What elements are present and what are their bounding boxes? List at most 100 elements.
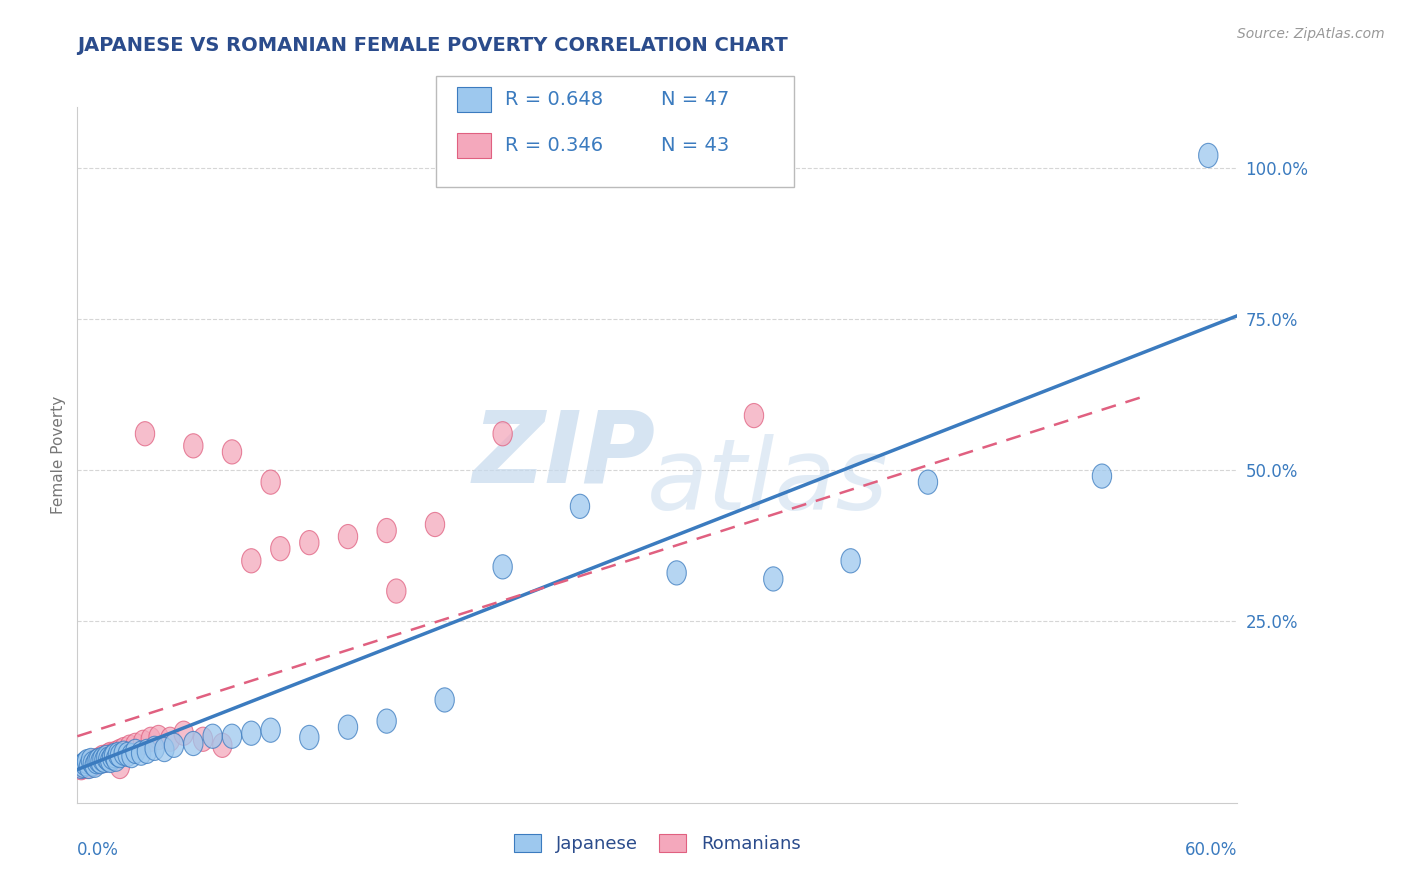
- Ellipse shape: [242, 549, 262, 573]
- Ellipse shape: [262, 470, 280, 494]
- Ellipse shape: [87, 748, 107, 772]
- Text: ZIP: ZIP: [472, 407, 657, 503]
- Text: Source: ZipAtlas.com: Source: ZipAtlas.com: [1237, 27, 1385, 41]
- Ellipse shape: [91, 747, 110, 772]
- Ellipse shape: [104, 744, 124, 768]
- Ellipse shape: [138, 739, 156, 764]
- Ellipse shape: [98, 747, 118, 772]
- Ellipse shape: [571, 494, 589, 518]
- Ellipse shape: [110, 739, 129, 764]
- Ellipse shape: [89, 748, 108, 772]
- Ellipse shape: [666, 561, 686, 585]
- Ellipse shape: [434, 688, 454, 712]
- Ellipse shape: [387, 579, 406, 603]
- Ellipse shape: [222, 724, 242, 748]
- Ellipse shape: [242, 721, 262, 746]
- Ellipse shape: [97, 746, 115, 770]
- Ellipse shape: [83, 751, 103, 775]
- Ellipse shape: [77, 749, 97, 773]
- Ellipse shape: [125, 739, 145, 764]
- Ellipse shape: [135, 422, 155, 446]
- Ellipse shape: [377, 709, 396, 733]
- Ellipse shape: [184, 434, 202, 458]
- Ellipse shape: [174, 721, 194, 746]
- Text: R = 0.648: R = 0.648: [505, 89, 603, 109]
- Text: N = 43: N = 43: [661, 136, 730, 155]
- Ellipse shape: [97, 746, 115, 770]
- Ellipse shape: [122, 744, 141, 768]
- Ellipse shape: [763, 566, 783, 591]
- Ellipse shape: [103, 744, 122, 768]
- Ellipse shape: [262, 718, 280, 742]
- Ellipse shape: [141, 727, 160, 751]
- Text: atlas: atlas: [647, 434, 889, 532]
- Ellipse shape: [841, 549, 860, 573]
- Ellipse shape: [83, 749, 103, 773]
- Ellipse shape: [107, 747, 125, 772]
- Ellipse shape: [120, 735, 139, 759]
- Ellipse shape: [72, 755, 91, 779]
- Ellipse shape: [73, 755, 93, 779]
- Ellipse shape: [79, 751, 98, 775]
- Ellipse shape: [98, 744, 118, 768]
- Ellipse shape: [94, 748, 114, 772]
- Ellipse shape: [108, 742, 128, 766]
- Ellipse shape: [184, 731, 202, 756]
- Ellipse shape: [114, 738, 134, 762]
- Text: R = 0.346: R = 0.346: [505, 136, 603, 155]
- Ellipse shape: [160, 727, 180, 751]
- Ellipse shape: [1092, 464, 1112, 488]
- Ellipse shape: [132, 741, 150, 765]
- Ellipse shape: [145, 736, 165, 761]
- Ellipse shape: [299, 725, 319, 749]
- Ellipse shape: [89, 749, 108, 773]
- Ellipse shape: [86, 751, 104, 775]
- Ellipse shape: [194, 727, 212, 751]
- Y-axis label: Female Poverty: Female Poverty: [51, 396, 66, 514]
- Ellipse shape: [110, 744, 129, 768]
- Ellipse shape: [76, 753, 94, 778]
- Ellipse shape: [494, 555, 512, 579]
- Ellipse shape: [125, 733, 145, 757]
- Ellipse shape: [87, 749, 107, 773]
- Ellipse shape: [918, 470, 938, 494]
- Ellipse shape: [1198, 144, 1218, 168]
- Ellipse shape: [86, 753, 104, 778]
- Ellipse shape: [339, 524, 357, 549]
- Legend: Japanese, Romanians: Japanese, Romanians: [515, 833, 800, 853]
- Ellipse shape: [149, 725, 169, 749]
- Text: 60.0%: 60.0%: [1185, 841, 1237, 859]
- Ellipse shape: [339, 715, 357, 739]
- Ellipse shape: [93, 747, 112, 772]
- Ellipse shape: [82, 753, 101, 778]
- Ellipse shape: [91, 749, 110, 773]
- Ellipse shape: [744, 403, 763, 427]
- Ellipse shape: [202, 724, 222, 748]
- Ellipse shape: [101, 748, 120, 772]
- Ellipse shape: [118, 742, 138, 766]
- Ellipse shape: [73, 753, 93, 778]
- Ellipse shape: [299, 531, 319, 555]
- Ellipse shape: [79, 755, 98, 779]
- Ellipse shape: [155, 738, 174, 762]
- Ellipse shape: [77, 755, 97, 779]
- Ellipse shape: [134, 731, 153, 755]
- Ellipse shape: [101, 742, 120, 766]
- Ellipse shape: [165, 733, 184, 757]
- Text: N = 47: N = 47: [661, 89, 730, 109]
- Ellipse shape: [107, 741, 125, 765]
- Ellipse shape: [426, 512, 444, 537]
- Text: 0.0%: 0.0%: [77, 841, 120, 859]
- Ellipse shape: [110, 755, 129, 779]
- Ellipse shape: [103, 746, 122, 770]
- Ellipse shape: [72, 756, 91, 780]
- Ellipse shape: [494, 422, 512, 446]
- Ellipse shape: [271, 537, 290, 561]
- Text: JAPANESE VS ROMANIAN FEMALE POVERTY CORRELATION CHART: JAPANESE VS ROMANIAN FEMALE POVERTY CORR…: [77, 36, 789, 54]
- Ellipse shape: [82, 748, 101, 772]
- Ellipse shape: [94, 748, 114, 772]
- Ellipse shape: [114, 741, 134, 765]
- Ellipse shape: [76, 751, 94, 775]
- Ellipse shape: [377, 518, 396, 542]
- Ellipse shape: [212, 733, 232, 757]
